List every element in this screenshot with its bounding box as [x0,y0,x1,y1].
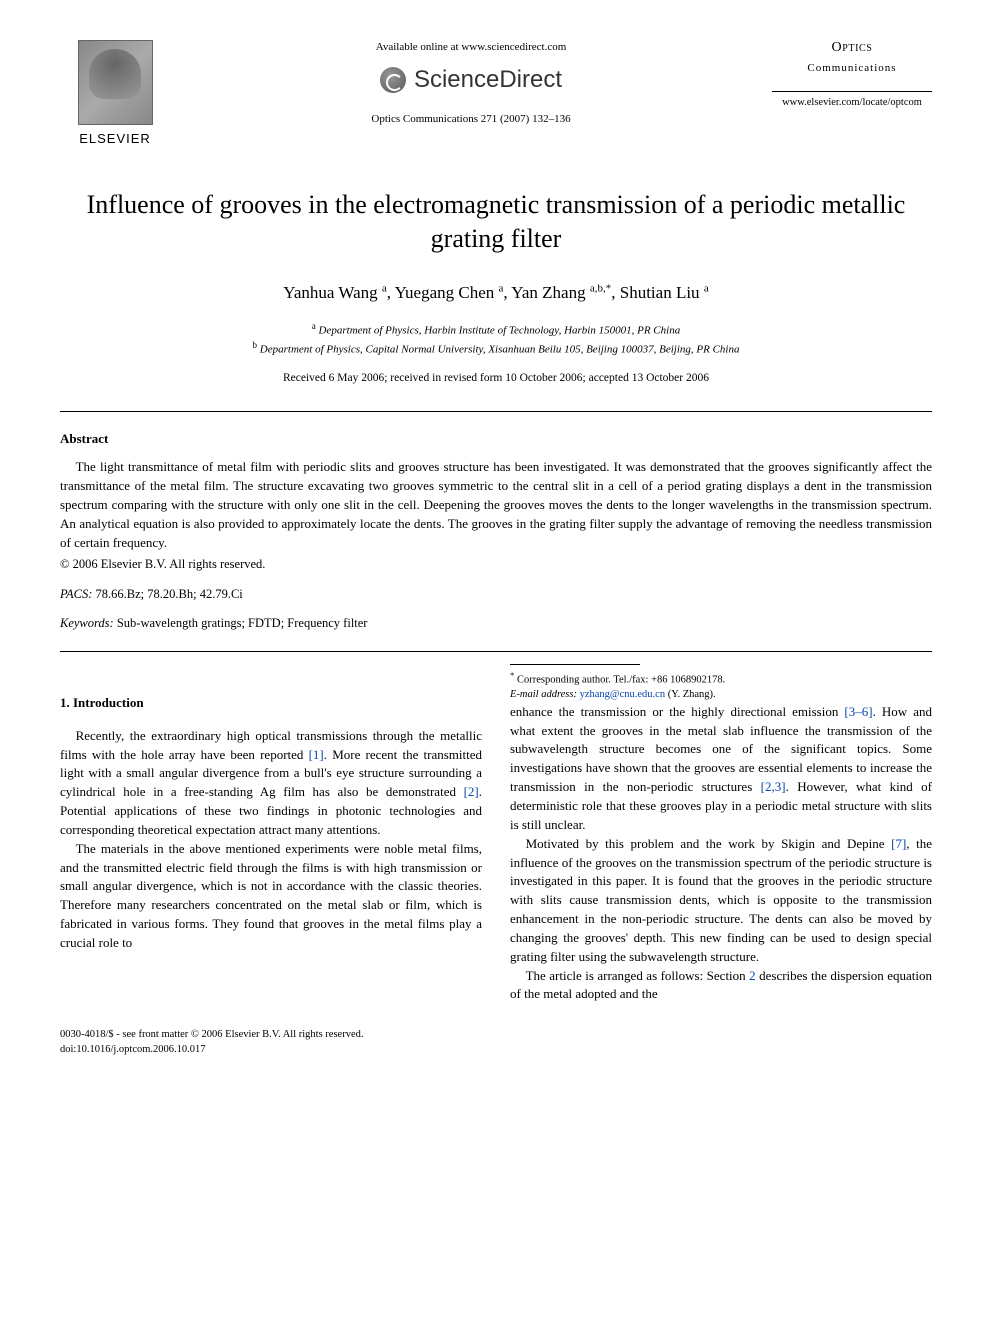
journal-name: Optics [772,40,932,57]
available-online-text: Available online at www.sciencedirect.co… [190,40,752,55]
footnote-email-label: E-mail address: [510,689,577,700]
page-header: ELSEVIER Available online at www.science… [60,40,932,148]
elsevier-label: ELSEVIER [60,130,170,148]
rule-below-keywords [60,651,932,652]
journal-subtitle: Communications [772,61,932,92]
intro-para-2: The materials in the above mentioned exp… [60,840,482,953]
keywords-value: Sub-wavelength gratings; FDTD; Frequency… [117,616,368,630]
center-header: Available online at www.sciencedirect.co… [170,40,772,127]
footnote-email-name: (Y. Zhang). [668,689,716,700]
footer-line-2: doi:10.1016/j.optcom.2006.10.017 [60,1043,932,1058]
p3-text-b: , the influence of the grooves on the tr… [510,836,932,964]
ref-link-2-3[interactable]: [2,3] [761,779,786,794]
ref-link-3-6[interactable]: [3–6] [844,704,872,719]
abstract-copyright: © 2006 Elsevier B.V. All rights reserved… [60,556,932,574]
ref-link-7[interactable]: [7] [891,836,906,851]
author-4: Shutian Liu a [620,283,709,302]
footnote-corr-text: Corresponding author. Tel./fax: +86 1068… [517,674,725,685]
p2b-text-a: enhance the transmission or the highly d… [510,704,844,719]
abstract-body: The light transmittance of metal film wi… [60,458,932,552]
intro-para-1: Recently, the extraordinary high optical… [60,727,482,840]
footnote-email-link[interactable]: yzhang@cnu.edu.cn [580,689,665,700]
sciencedirect-icon [380,67,406,93]
article-dates: Received 6 May 2006; received in revised… [60,370,932,386]
elsevier-logo-block: ELSEVIER [60,40,170,148]
page-footer: 0030-4018/$ - see front matter © 2006 El… [60,1028,932,1057]
footnote-rule [510,664,640,665]
ref-link-2[interactable]: [2] [464,784,479,799]
affiliations: a Department of Physics, Harbin Institut… [60,320,932,358]
keywords-label: Keywords: [60,616,114,630]
sciencedirect-logo-row: ScienceDirect [190,63,752,97]
affiliation-a-text: Department of Physics, Harbin Institute … [319,324,681,336]
pacs-value: 78.66.Bz; 78.20.Bh; 42.79.Ci [96,587,243,601]
body-columns: 1. Introduction Recently, the extraordin… [60,664,932,1004]
citation-line: Optics Communications 271 (2007) 132–136 [190,112,752,127]
p4-text-a: The article is arranged as follows: Sect… [526,968,750,983]
article-title: Influence of grooves in the electromagne… [60,188,932,256]
affiliation-b: b Department of Physics, Capital Normal … [60,339,932,358]
journal-block: Optics Communications www.elsevier.com/l… [772,40,932,111]
author-3: Yan Zhang a,b,* [511,283,611,302]
keywords-line: Keywords: Sub-wavelength gratings; FDTD;… [60,615,932,633]
sciencedirect-text: ScienceDirect [414,63,562,97]
section-1-heading: 1. Introduction [60,694,482,713]
intro-para-4: The article is arranged as follows: Sect… [510,967,932,1005]
affiliation-b-text: Department of Physics, Capital Normal Un… [260,343,740,355]
footer-line-1: 0030-4018/$ - see front matter © 2006 El… [60,1028,932,1043]
abstract-heading: Abstract [60,430,932,448]
corresponding-footnote: * Corresponding author. Tel./fax: +86 10… [510,669,932,703]
rule-above-abstract [60,411,932,412]
intro-para-3: Motivated by this problem and the work b… [510,835,932,967]
affiliation-a: a Department of Physics, Harbin Institut… [60,320,932,339]
intro-para-2-cont: enhance the transmission or the highly d… [510,703,932,835]
pacs-label: PACS: [60,587,92,601]
journal-url: www.elsevier.com/locate/optcom [772,96,932,111]
elsevier-tree-icon [78,40,153,125]
left-col-footnote-block: * Corresponding author. Tel./fax: +86 10… [510,664,932,703]
pacs-line: PACS: 78.66.Bz; 78.20.Bh; 42.79.Ci [60,586,932,604]
p3-text-a: Motivated by this problem and the work b… [526,836,892,851]
ref-link-1[interactable]: [1] [309,747,324,762]
author-2: Yuegang Chen a [395,283,504,302]
authors-line: Yanhua Wang a, Yuegang Chen a, Yan Zhang… [60,281,932,305]
author-1: Yanhua Wang a [283,283,386,302]
